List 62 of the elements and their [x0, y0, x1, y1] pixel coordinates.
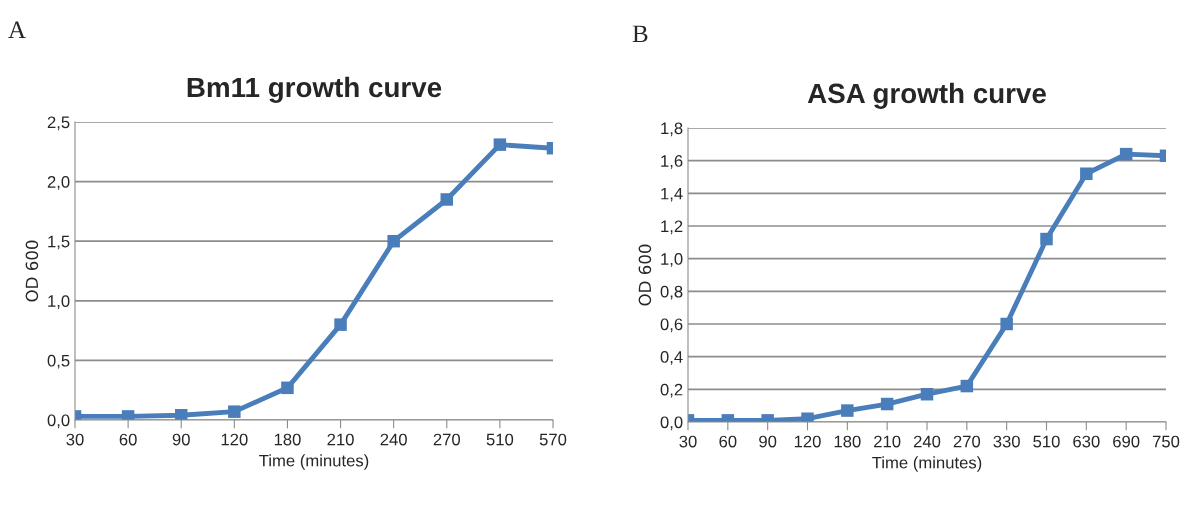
x-tick-label: 120: [221, 433, 248, 446]
x-tick-label: 30: [66, 433, 84, 446]
x-tick-label: 270: [953, 435, 981, 448]
point: [841, 404, 854, 417]
y-tick-label: 1,5: [48, 235, 70, 250]
x-tick-label: 240: [913, 435, 941, 448]
y-tick-label: 1,0: [661, 253, 683, 267]
point: [334, 318, 347, 331]
point: [1040, 232, 1053, 246]
y-tick-label: 2,5: [47, 116, 70, 131]
x-tick-label: 570: [539, 433, 567, 446]
y-axis-title: OD 600: [638, 244, 652, 306]
x-tick-label: 180: [834, 435, 861, 448]
x-tick-label: 210: [327, 433, 354, 446]
point: [493, 138, 507, 151]
point: [1080, 167, 1093, 180]
y-axis-title: OD 600: [25, 240, 39, 302]
x-tick-label: 90: [172, 433, 190, 446]
point: [920, 387, 934, 401]
x-tick-label: 750: [1152, 435, 1180, 448]
x-tick-label: 270: [433, 433, 461, 446]
text: B: [632, 25, 648, 43]
y-tick-label: 1,8: [661, 122, 683, 137]
text: A: [8, 21, 26, 38]
point: [1119, 147, 1133, 161]
y-tick-label: 1,6: [661, 155, 683, 169]
point: [387, 234, 400, 248]
chart-title: ASA growth curve: [807, 82, 1046, 109]
point: [281, 381, 294, 395]
x-tick-label: 210: [874, 435, 901, 448]
x-tick-label: 690: [1113, 435, 1140, 448]
point: [960, 379, 974, 393]
y-tick-label: 0,0: [660, 416, 683, 431]
point: [1000, 317, 1013, 331]
y-tick-label: 1,4: [661, 187, 683, 202]
y-tick-label: 0,8: [660, 285, 683, 300]
x-tick-label: 60: [719, 435, 737, 448]
x-tick-label: 60: [119, 433, 137, 446]
y-tick-label: 1,2: [661, 220, 683, 235]
x-tick-label: 120: [794, 435, 821, 448]
x-tick-label: 330: [993, 435, 1020, 448]
x-tick-label: 30: [679, 435, 697, 448]
point: [880, 397, 894, 411]
point: [228, 405, 241, 418]
y-tick-label: 1,0: [48, 295, 70, 309]
x-axis-title: Time (minutes): [872, 456, 982, 472]
y-tick-label: 2,0: [47, 176, 70, 190]
x-tick-label: 240: [380, 433, 407, 446]
point: [801, 412, 814, 422]
x-tick-label: 90: [759, 435, 777, 448]
x-tick-label: 630: [1073, 435, 1100, 448]
x-tick-label: 180: [274, 433, 301, 446]
chart-title: Bm11 growth curve: [187, 76, 442, 103]
x-tick-label: 510: [486, 433, 514, 446]
x-tick-label: 510: [1033, 435, 1060, 448]
y-tick-label: 0,0: [47, 414, 70, 429]
y-tick-label: 0,4: [660, 351, 683, 365]
x-axis-title: Time (minutes): [259, 454, 369, 470]
y-tick-label: 0,5: [47, 354, 70, 369]
y-tick-label: 0,6: [660, 318, 683, 333]
y-tick-label: 0,2: [660, 383, 683, 398]
point: [440, 193, 454, 206]
